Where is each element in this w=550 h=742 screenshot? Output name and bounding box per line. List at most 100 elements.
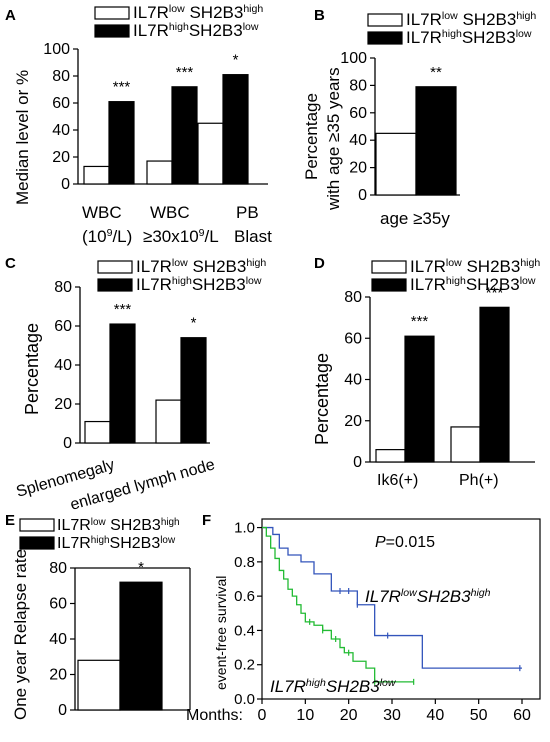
y-axis-label: with age ≥35 years — [324, 67, 343, 211]
legend-entry: IL7RhighSH2B3low — [410, 275, 536, 294]
x-category-label: PB — [236, 203, 259, 222]
legend-entry: IL7RhighSH2B3low — [136, 275, 262, 294]
superscript-text: high — [446, 275, 466, 287]
label-text: SH2B3 — [106, 517, 161, 534]
y-axis-label: Percentage — [312, 353, 332, 445]
legend-entry: IL7Rlow SH2B3high — [57, 517, 180, 535]
bar-low — [197, 122, 224, 185]
superscript-text: low — [169, 3, 185, 15]
bar-chart-c: 020406080****PercentageSplenomegalyenlar… — [14, 279, 216, 514]
legend-swatch — [19, 518, 55, 532]
legend: IL7R low SH2B3high IL7RhighSH2B3low — [97, 257, 266, 294]
bar-low — [146, 160, 173, 185]
y-axis-label: Percentage — [302, 93, 321, 180]
label-text: /L) — [112, 227, 132, 246]
y-tick-label: 0.2 — [234, 657, 255, 674]
x-category-label: age ≥35y — [380, 209, 450, 228]
superscript-text: 9 — [107, 227, 113, 239]
x-category-label: WBC — [82, 203, 122, 222]
panel-letter-d: D — [314, 255, 325, 272]
y-tick-label: 60 — [54, 318, 72, 335]
superscript-text: high — [243, 3, 263, 15]
y-tick-label: 80 — [54, 279, 72, 296]
legend-swatch — [94, 6, 130, 20]
label-text: IL7R — [270, 677, 306, 696]
panel-letter-a: A — [5, 7, 16, 24]
x-category-label: Ik6(+) — [377, 472, 418, 489]
superscript-text: low — [516, 28, 532, 40]
label-text: SH2B3 — [458, 10, 517, 29]
legend-swatch — [367, 13, 403, 27]
y-tick-label: 20 — [344, 413, 362, 430]
bar-high — [109, 323, 136, 444]
survival-curve-1 — [262, 526, 414, 683]
x-category-label: Blast — [234, 227, 272, 246]
superscript-text: 9 — [199, 227, 205, 239]
significance-label: *** — [113, 79, 131, 96]
x-category-label: ≥30x109/L — [143, 227, 219, 246]
bar-high — [479, 306, 510, 463]
label-text: SH2B3 — [192, 275, 246, 294]
y-tick-label: 20 — [54, 396, 72, 413]
superscript-text: high — [161, 517, 180, 528]
significance-label: *** — [176, 64, 194, 81]
bar-high — [119, 581, 163, 711]
y-tick-label: 0 — [61, 176, 70, 193]
plot-frame — [261, 518, 541, 700]
y-tick-label: 0 — [58, 702, 67, 719]
y-tick-label: 40 — [54, 357, 72, 374]
bar-high — [415, 86, 457, 196]
bar-low — [83, 165, 110, 185]
y-tick-label: 80 — [344, 289, 362, 306]
significance-label: *** — [114, 301, 132, 318]
bar-high — [222, 74, 249, 185]
significance-label: *** — [411, 313, 429, 330]
y-tick-label: 0.4 — [234, 622, 255, 639]
y-tick-label: 60 — [52, 95, 70, 112]
bar-chart-b: 0 20 40 60 80 100 ** Percentage with age ≥35 yea… — [302, 50, 460, 228]
label-text: SH2B3 — [466, 275, 520, 294]
label-text: SH2B3 — [185, 3, 244, 22]
y-tick-label: 0.6 — [234, 588, 255, 605]
label-text: IL7R — [406, 28, 442, 47]
bar-low — [77, 659, 121, 711]
y-tick-label: 80 — [52, 68, 70, 85]
label-text: SH2B3 — [189, 21, 243, 40]
label-text: IL7R — [410, 275, 446, 294]
superscript-text: high — [306, 677, 326, 689]
bar-low — [375, 132, 417, 196]
legend-swatch — [97, 260, 133, 274]
series-label: IL7RhighSH2B3low — [270, 677, 397, 696]
survival-curve-0 — [262, 526, 522, 669]
bar-low — [84, 420, 111, 444]
superscript-text: low — [246, 275, 262, 287]
x-axis-label: Months: — [186, 707, 243, 724]
legend-entry: IL7Rlow SH2B3high — [410, 257, 540, 276]
y-tick-label: 40 — [52, 122, 70, 139]
x-tick-label: 0 — [258, 707, 267, 724]
y-tick-label: 80 — [49, 560, 67, 577]
superscript-text: high — [91, 535, 110, 546]
superscript-text: low — [520, 275, 536, 287]
y-tick-label: 100 — [340, 50, 367, 67]
label-text: SH2B3 — [188, 257, 247, 276]
superscript-text: low — [380, 677, 397, 689]
legend-swatch — [367, 31, 403, 45]
y-tick-label: 60 — [349, 105, 367, 122]
y-tick-label: 20 — [349, 160, 367, 177]
bar-chart-d: 0 20 40 60 80 *** *** Percentage Ik6(+) Ph(+) — [312, 284, 535, 489]
y-tick-label: 40 — [49, 631, 67, 648]
x-tick-label: 50 — [470, 707, 488, 724]
legend-entry: IL7Rlow SH2B3high — [406, 10, 536, 29]
label-text: /L — [205, 227, 219, 246]
x-category-label: (109/L) — [82, 227, 132, 246]
legend-entry: IL7RhighSH2B3low — [57, 535, 176, 553]
legend-swatch — [94, 24, 130, 38]
label-text: IL7R — [133, 3, 169, 22]
x-category-label: Ph(+) — [459, 472, 499, 489]
superscript-text: high — [246, 257, 266, 269]
label-text: IL7R — [136, 275, 172, 294]
